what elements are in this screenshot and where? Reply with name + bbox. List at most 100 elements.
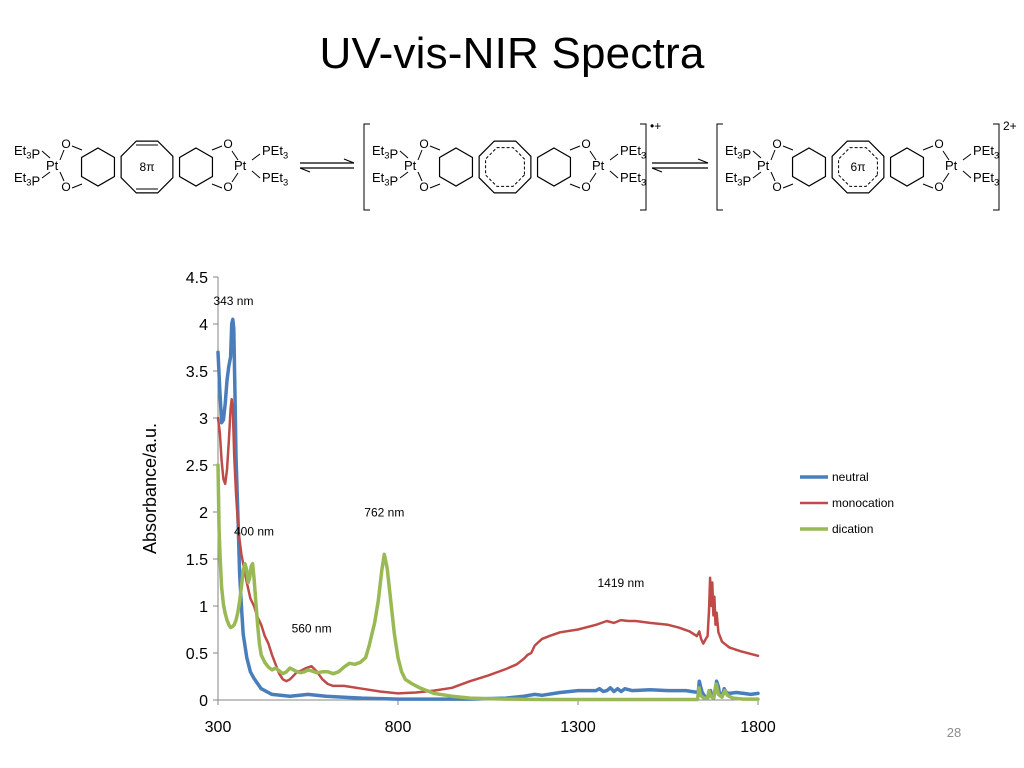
x-tick-label: 300 [205,719,232,736]
bond [922,183,934,189]
ligand-label: Et3P [14,143,40,162]
benzene-ring [889,147,925,187]
bond [782,145,794,151]
peak-annotation: 762 nm [364,506,404,520]
bond [399,171,409,179]
bracket-left [363,123,370,211]
metal-label: Pt [404,158,417,173]
equilibrium-arrow-1 [299,158,355,173]
oxygen-label: O [934,137,943,151]
y-tick-label: 3.5 [186,364,208,381]
metal-label: Pt [46,158,59,173]
legend-label: dication [832,522,873,536]
peak-annotation: 560 nm [292,621,332,635]
equilibrium-arrow-2 [651,158,709,173]
ligand-label: PEt3 [973,143,999,161]
y-tick-label: 0.5 [186,646,208,663]
bond [59,149,65,161]
peak-annotation: 400 nm [234,525,274,539]
slide-title: UV-vis-NIR Spectra [319,29,705,78]
bond [231,150,239,161]
bond [782,183,794,189]
bond [251,170,261,179]
x-tick-label: 1800 [740,719,776,736]
bond [569,145,581,151]
bond [770,149,776,161]
uv-vis-nir-chart: 0 0.5 1 1.5 2 2.5 3 3.5 4 4.5 300 800 1300 1800 Absorb… [140,270,894,736]
bond [922,145,934,151]
ligand-label: Et3P [372,143,398,162]
bond [942,150,950,161]
bond [59,171,65,182]
bond [71,183,83,189]
bond [429,145,441,151]
ligand-label: PEt3 [262,143,288,161]
y-tick-label: 0 [199,693,208,710]
cyclooctatetraene-ring [831,140,885,194]
bond [41,171,51,179]
ligand-label: Et3P [14,170,40,189]
delocalized-ring [838,147,878,187]
benzene-ring [438,147,474,187]
peak-annotation: 343 nm [213,294,253,308]
oxygen-label: O [581,180,590,194]
ring-electron-label: 8π [140,160,155,174]
ligand-label: PEt3 [973,170,999,188]
y-tick-label: 3 [199,411,208,428]
oxygen-label: O [419,180,428,194]
y-tick-label: 1 [199,599,208,616]
metal-label: Pt [234,158,247,173]
page-number: 28 [946,725,962,740]
y-axis-label: Absorbance/a.u. [140,423,160,554]
ligand-label: PEt3 [620,170,646,188]
metal-label: Pt [757,158,770,173]
oxygen-label: O [581,137,590,151]
series-line-neutral [216,317,760,701]
bracket-left [716,123,723,211]
ring-electron-label: 6π [851,160,866,174]
bond [589,150,597,161]
oxygen-label: O [61,137,70,151]
bond [569,183,581,189]
bond [417,171,423,182]
bond [589,172,597,183]
arrow-head [343,158,355,164]
peak-annotation: 1419 nm [597,576,644,590]
bracket-right [640,123,647,211]
bond [962,170,972,179]
delocalized-ring [485,147,525,187]
y-tick-label: 4.5 [186,270,208,287]
benzene-ring [536,147,572,187]
y-tick-label: 2.5 [186,458,208,475]
bond [417,149,423,161]
bond [399,150,409,159]
benzene-ring [791,147,827,187]
bond [609,170,619,179]
reaction-scheme: Et3PEt3PPtOO8πOOPtPEt3PEt3Et3PEt3PPtOOOO… [14,119,1017,211]
arrow-head [697,158,709,164]
bond [41,150,51,159]
bond [942,172,950,183]
metal-label: Pt [945,158,958,173]
oxygen-label: O [61,180,70,194]
bond [770,171,776,182]
benzene-ring [178,147,214,187]
charge-label: •+ [650,119,661,133]
bond [251,153,261,161]
bond [231,172,239,183]
oxygen-label: O [772,137,781,151]
bond [962,153,972,161]
cyclooctatetraene-ring [478,140,532,194]
arrow-head [299,167,311,173]
bond [211,183,223,189]
oxygen-label: O [772,180,781,194]
bond [429,183,441,189]
bond [211,145,223,151]
y-tick-label: 1.5 [186,552,208,569]
ligand-label: PEt3 [262,170,288,188]
legend: neutral monocation dication [800,470,894,536]
ligand-label: Et3P [372,170,398,189]
